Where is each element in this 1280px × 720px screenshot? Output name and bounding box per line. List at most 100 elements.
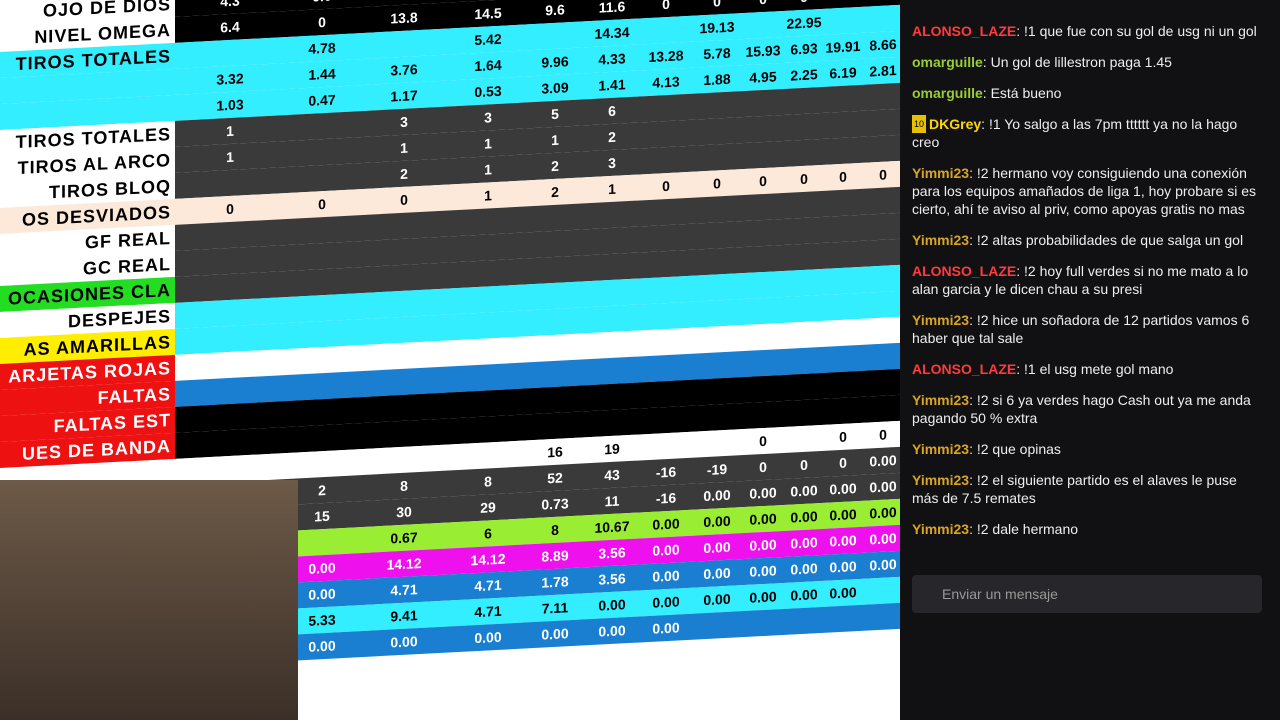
- cell: 0: [400, 191, 408, 209]
- cell: 5.42: [474, 30, 502, 49]
- chat-message: Yimmi23: !2 hermano voy consiguiendo una…: [912, 164, 1262, 218]
- cell: 11: [604, 492, 620, 510]
- cell: 0.67: [390, 529, 418, 547]
- separator: :: [969, 441, 977, 457]
- cell: 0.00: [652, 515, 680, 533]
- cell: 2.81: [869, 62, 897, 80]
- chat-message: Yimmi23: !2 si 6 ya verdes hago Cash out…: [912, 391, 1262, 427]
- cell: 0.00: [703, 512, 731, 531]
- username[interactable]: ALONSO_LAZE: [912, 263, 1017, 279]
- cell: 1.88: [703, 70, 731, 89]
- cell: 14.12: [386, 554, 422, 573]
- message-text: !2 altas probabilidades de que salga un …: [976, 232, 1244, 248]
- cell: 0: [879, 426, 887, 443]
- cell: 4.71: [390, 581, 418, 599]
- cell: 1.03: [216, 96, 244, 114]
- cell: 2: [400, 165, 408, 183]
- cell: 1: [484, 161, 492, 178]
- separator: :: [969, 472, 977, 488]
- chat-message: omarguille: Un gol de lillestron paga 1.…: [912, 53, 1262, 71]
- username[interactable]: Yimmi23: [912, 392, 970, 408]
- cell: 0: [318, 195, 326, 213]
- cell: 4.71: [474, 576, 502, 595]
- badge: 10: [912, 115, 927, 133]
- cell: 3: [484, 109, 492, 126]
- cell: 7.11: [541, 599, 569, 617]
- cell: 0: [879, 166, 887, 183]
- cell: 14.34: [594, 24, 630, 42]
- cell: 0: [759, 432, 767, 450]
- username[interactable]: Yimmi23: [912, 312, 970, 328]
- cell: 3.76: [390, 61, 418, 79]
- cell: 0.00: [869, 478, 897, 496]
- cell: 19.13: [699, 18, 735, 37]
- cell: 5.33: [308, 611, 336, 629]
- username[interactable]: Yimmi23: [912, 232, 970, 248]
- username[interactable]: ALONSO_LAZE: [912, 361, 1017, 377]
- cell: 2: [551, 157, 559, 175]
- cell: 52: [547, 469, 563, 487]
- cell: 1: [226, 122, 234, 140]
- cell: 0.00: [703, 538, 731, 557]
- cell: 14.5: [474, 4, 502, 23]
- chat-panel: ALONSO_LAZE: !1 que fue con su gol de us…: [900, 0, 1280, 720]
- username[interactable]: Yimmi23: [912, 521, 970, 537]
- message-text: !2 hermano voy consiguiendo una conexión…: [912, 165, 1256, 217]
- username[interactable]: omarguille: [912, 85, 983, 101]
- separator: :: [969, 165, 977, 181]
- chat-message: Yimmi23: !2 dale hermano: [912, 520, 1262, 538]
- cell: 1.64: [474, 56, 502, 75]
- username[interactable]: ALONSO_LAZE: [912, 23, 1017, 39]
- cell: 0.00: [308, 559, 336, 577]
- cell: 0.73: [541, 495, 569, 513]
- chat-message: Yimmi23: !2 el siguiente partido es el a…: [912, 471, 1262, 507]
- separator: :: [982, 85, 991, 101]
- cell: 3: [400, 113, 408, 131]
- chat-message: Yimmi23: !2 hice un soñadora de 12 parti…: [912, 311, 1262, 347]
- cell: 3.56: [598, 570, 626, 588]
- separator: :: [969, 312, 977, 328]
- cell: 0.00: [652, 593, 680, 611]
- chat-message: ALONSO_LAZE: !1 que fue con su gol de us…: [912, 22, 1262, 40]
- chat-input[interactable]: Enviar un mensaje: [912, 575, 1262, 613]
- cell: -16: [655, 489, 677, 507]
- message-text: !2 que opinas: [976, 441, 1061, 457]
- cell: 0.00: [829, 584, 857, 602]
- cell: 0.00: [869, 452, 897, 470]
- cell: 6: [484, 525, 492, 542]
- chat-message: ALONSO_LAZE: !1 el usg mete gol mano: [912, 360, 1262, 378]
- cell: 29: [480, 499, 496, 516]
- chat-message: ALONSO_LAZE: !2 hoy full verdes si no me…: [912, 262, 1262, 298]
- cell: 1.41: [598, 76, 626, 94]
- cell: 0: [226, 200, 234, 218]
- cell: 1: [551, 131, 559, 149]
- cell: 0: [713, 175, 721, 192]
- cell: 1: [400, 139, 408, 157]
- cell: -19: [706, 460, 728, 478]
- username[interactable]: Yimmi23: [912, 165, 970, 181]
- cell: 1: [484, 187, 492, 204]
- cell: 3.09: [541, 79, 569, 97]
- username[interactable]: Yimmi23: [912, 441, 970, 457]
- username[interactable]: omarguille: [912, 54, 983, 70]
- cell: 15: [314, 507, 330, 525]
- cell: 0.00: [390, 633, 418, 651]
- cell: 1: [226, 148, 234, 166]
- cell: 4.71: [474, 602, 502, 621]
- cell: 13.28: [648, 47, 684, 66]
- message-text: Un gol de lillestron paga 1.45: [990, 54, 1172, 70]
- cell: -16: [655, 463, 677, 481]
- cell: 0.00: [703, 590, 731, 609]
- cell: 8: [400, 477, 408, 495]
- cell: 6: [608, 102, 616, 120]
- message-text: Está bueno: [990, 85, 1062, 101]
- username[interactable]: DKGrey: [929, 116, 982, 132]
- cell: 10.67: [594, 518, 630, 536]
- separator: :: [1016, 263, 1025, 279]
- cell: 3.56: [598, 544, 626, 562]
- cell: 8.89: [541, 547, 569, 565]
- username[interactable]: Yimmi23: [912, 472, 970, 488]
- cell: 2: [608, 128, 616, 146]
- cell: 22.95: [786, 13, 822, 32]
- cell: 1.44: [308, 65, 336, 83]
